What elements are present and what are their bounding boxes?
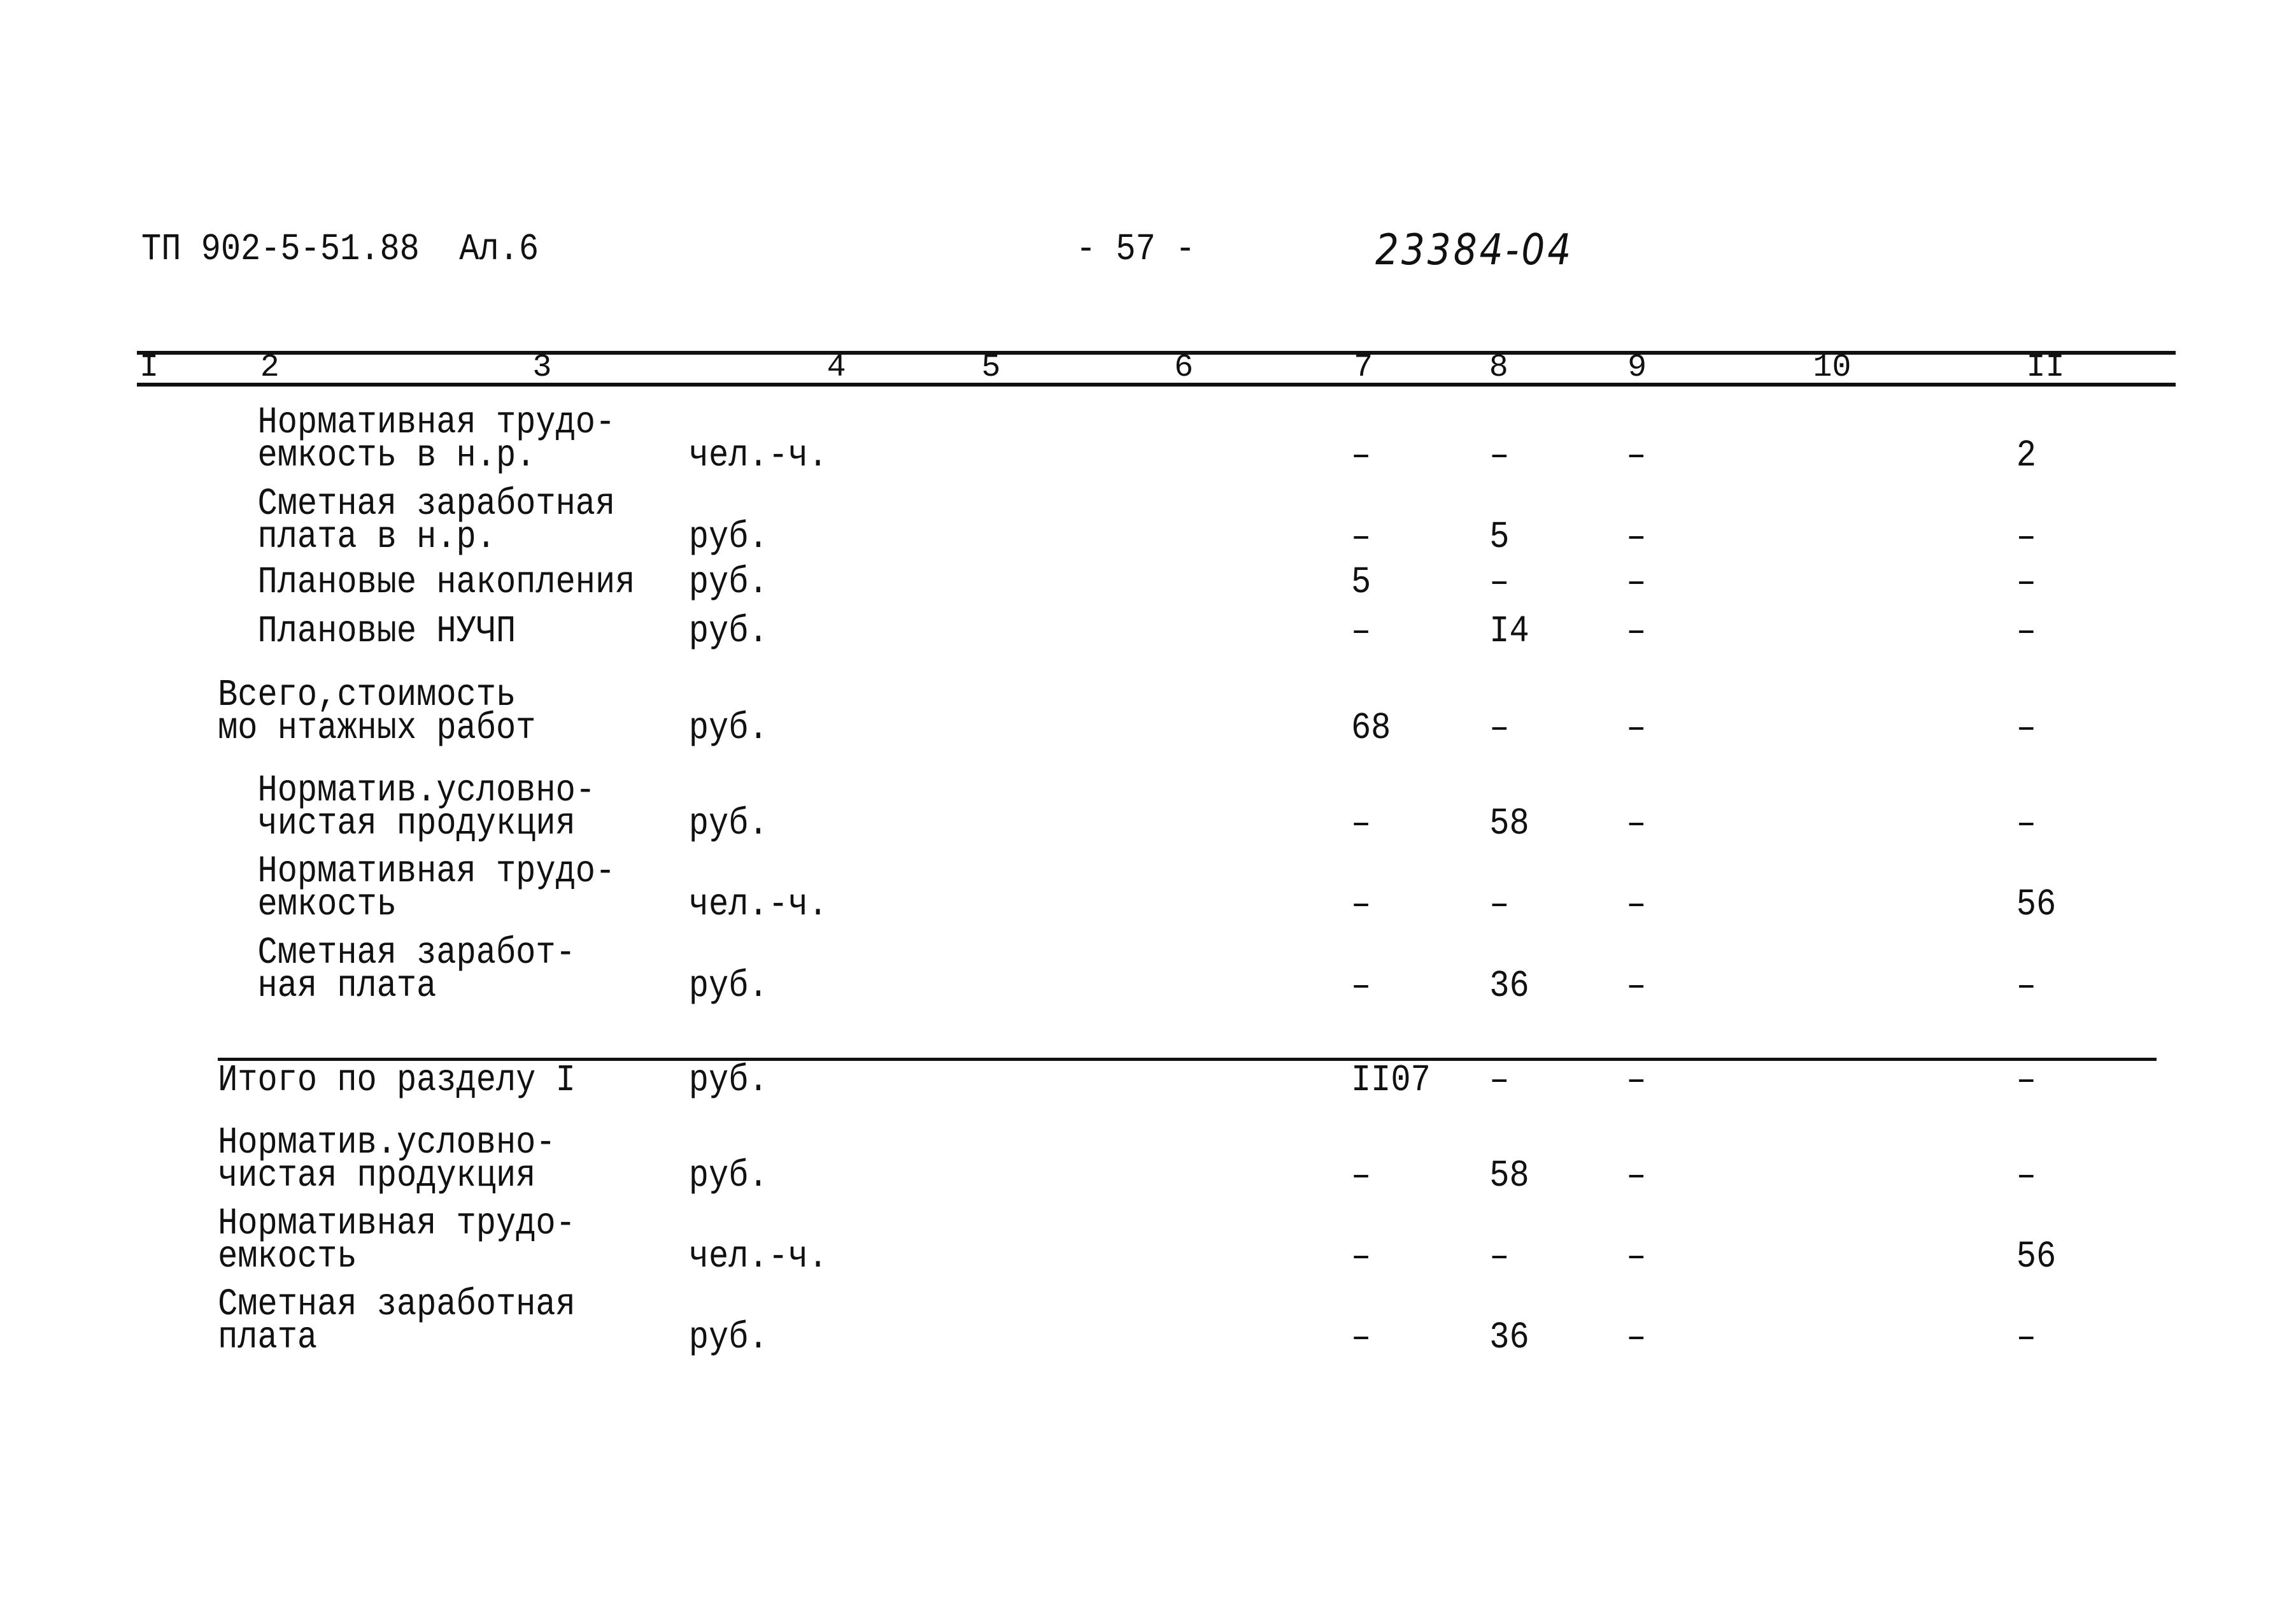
cell-c11: – [2016, 802, 2036, 846]
column-number: II [2026, 350, 2065, 386]
row-label: Плановые НУЧП [257, 609, 516, 653]
table-header-bottom-rule [137, 383, 2176, 387]
row-label: Всего,стоимость [218, 673, 516, 717]
cell-c9: – [1626, 434, 1647, 478]
cell-c7: II07 [1350, 1058, 1431, 1102]
cell-c7: – [1350, 515, 1371, 558]
cell-c8: 36 [1489, 1316, 1529, 1360]
cell-c8: – [1489, 1058, 1510, 1102]
row-unit: руб. [688, 963, 769, 1007]
cell-c8: I4 [1489, 609, 1529, 653]
column-number: 2 [260, 350, 280, 386]
row-unit: руб. [688, 706, 769, 750]
cell-c11: 56 [2016, 883, 2057, 927]
row-label: плата в н.р. [257, 515, 496, 558]
cell-c9: – [1626, 609, 1647, 653]
column-number: 3 [532, 350, 552, 386]
cell-c8: 5 [1489, 515, 1510, 558]
row-label: мо нтажных работ [218, 706, 536, 750]
cell-c11: – [2016, 1316, 2036, 1360]
cell-c9: – [1626, 706, 1647, 750]
cell-c8: 58 [1489, 1154, 1529, 1197]
cell-c7: – [1350, 1154, 1371, 1197]
row-unit: руб. [688, 1058, 769, 1102]
row-label: емкость в н.р. [257, 434, 536, 478]
column-number: 7 [1354, 350, 1373, 386]
row-unit: руб. [688, 1154, 769, 1197]
cell-c9: – [1626, 1235, 1647, 1279]
column-number: 9 [1627, 350, 1647, 386]
cell-c7: – [1350, 609, 1371, 653]
row-label: чистая продукция [257, 802, 576, 846]
cell-c8: – [1489, 434, 1510, 478]
row-label: ная плата [257, 963, 437, 1007]
column-number: 5 [981, 350, 1001, 386]
handwritten-number: 23384-04 [1375, 224, 1574, 274]
cell-c11: 2 [2016, 434, 2036, 478]
table-top-rule [137, 351, 2176, 355]
row-unit: чел.-ч. [688, 1235, 828, 1279]
column-number: 4 [826, 350, 846, 386]
row-label: Сметная заработная [257, 481, 616, 525]
column-number: 10 [1813, 350, 1852, 386]
cell-c9: – [1626, 883, 1647, 927]
column-number: 6 [1174, 350, 1194, 386]
document-code: ТП 902-5-51.88 Ал.6 [141, 227, 539, 271]
cell-c7: – [1350, 883, 1371, 927]
row-label: Нормативная трудо- [218, 1202, 576, 1246]
cell-c7: – [1350, 802, 1371, 846]
column-number: 8 [1489, 350, 1508, 386]
row-label: емкость [218, 1235, 357, 1279]
row-label: Норматив.условно- [218, 1121, 556, 1164]
column-number: I [139, 350, 159, 386]
row-unit: руб. [688, 609, 769, 653]
cell-c11: – [2016, 560, 2036, 604]
cell-c8: – [1489, 883, 1510, 927]
cell-c9: – [1626, 802, 1647, 846]
row-label: Нормативная трудо- [257, 849, 616, 893]
cell-c11: – [2016, 1154, 2036, 1197]
row-label: Норматив.условно- [257, 769, 596, 813]
row-unit: руб. [688, 560, 769, 604]
cell-c11: – [2016, 1058, 2036, 1102]
cell-c8: 36 [1489, 963, 1529, 1007]
cell-c11: – [2016, 706, 2036, 750]
row-label: Нормативная трудо- [257, 401, 616, 444]
cell-c8: – [1489, 706, 1510, 750]
page-number: - 57 - [1076, 227, 1196, 271]
row-label: Итого по разделу I [218, 1058, 576, 1102]
cell-c11: – [2016, 963, 2036, 1007]
cell-c9: – [1626, 963, 1647, 1007]
row-label: чистая продукция [218, 1154, 536, 1197]
row-label: Плановые накопления [257, 560, 635, 604]
cell-c7: – [1350, 963, 1371, 1007]
row-unit: чел.-ч. [688, 434, 828, 478]
row-label: емкость [257, 883, 397, 927]
cell-c9: – [1626, 1058, 1647, 1102]
cell-c9: – [1626, 1154, 1647, 1197]
cell-c11: – [2016, 515, 2036, 558]
cell-c9: – [1626, 560, 1647, 604]
row-label: Сметная заработная [218, 1282, 576, 1326]
cell-c11: – [2016, 609, 2036, 653]
cell-c8: – [1489, 560, 1510, 604]
row-label: Сметная заработ- [257, 930, 576, 974]
cell-c7: – [1350, 1316, 1371, 1360]
row-unit: чел.-ч. [688, 883, 828, 927]
row-label: плата [218, 1316, 318, 1360]
cell-c9: – [1626, 1316, 1647, 1360]
cell-c11: 56 [2016, 1235, 2057, 1279]
cell-c9: – [1626, 515, 1647, 558]
cell-c8: 58 [1489, 802, 1529, 846]
cell-c8: – [1489, 1235, 1510, 1279]
cell-c7: – [1350, 434, 1371, 478]
cell-c7: – [1350, 1235, 1371, 1279]
row-unit: руб. [688, 515, 769, 558]
cell-c7: 5 [1350, 560, 1371, 604]
row-unit: руб. [688, 1316, 769, 1360]
section-total-rule [218, 1058, 2157, 1061]
row-unit: руб. [688, 802, 769, 846]
cell-c7: 68 [1350, 706, 1391, 750]
